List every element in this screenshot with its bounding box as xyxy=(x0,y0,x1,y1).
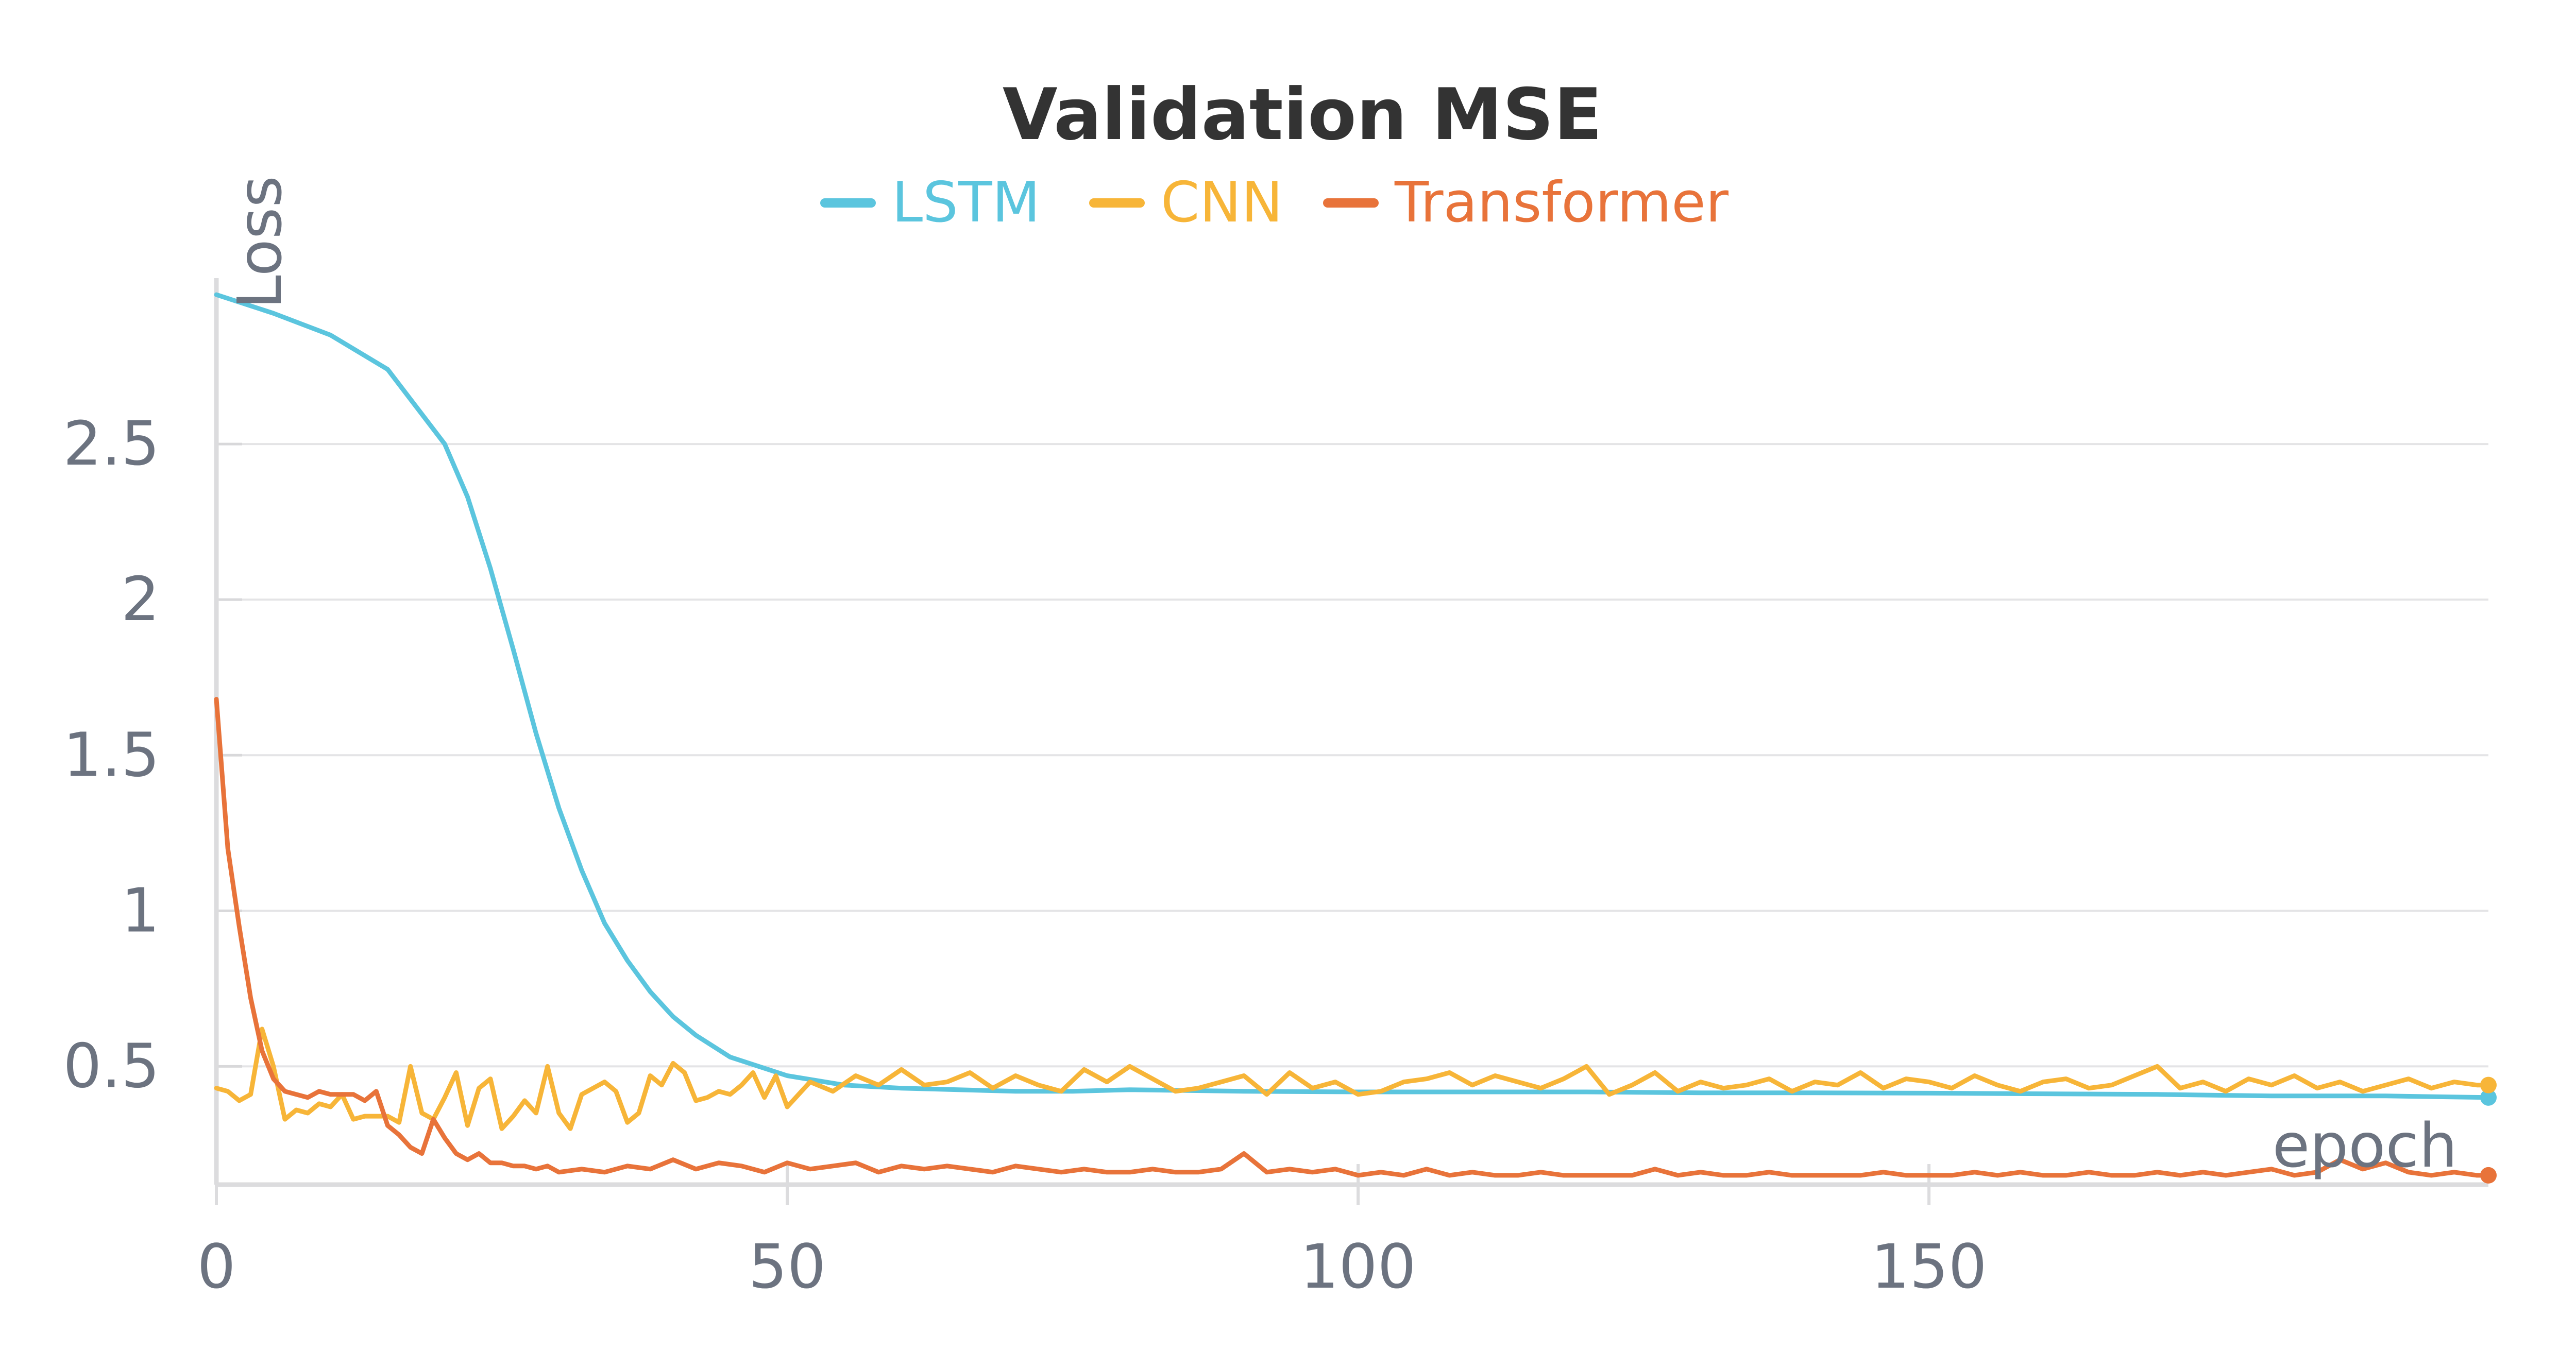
legend: LSTM CNN Transformer xyxy=(820,170,1729,235)
chart-title: Validation MSE xyxy=(1003,73,1602,156)
series-end-point-lstm xyxy=(2480,1089,2497,1106)
y-tick-label-2: 1.5 xyxy=(63,719,160,790)
series-line-cnn xyxy=(214,1027,2491,1131)
series-line-transformer xyxy=(214,697,2491,1178)
y-axis-label: Loss xyxy=(224,176,295,309)
x-tick-label-1: 50 xyxy=(749,1231,826,1302)
series-end-point-transformer xyxy=(2480,1167,2497,1184)
x-tick-label-0: 0 xyxy=(197,1231,235,1302)
series-end-point-cnn xyxy=(2480,1076,2497,1093)
axes xyxy=(214,278,2488,1205)
x-tick-label-2: 100 xyxy=(1300,1231,1416,1302)
legend-label-lstm: LSTM xyxy=(892,170,1040,235)
x-axis-label: epoch xyxy=(2273,1110,2458,1181)
legend-label-cnn: CNN xyxy=(1161,170,1283,235)
x-tick-label-3: 150 xyxy=(1871,1231,1987,1302)
gridlines xyxy=(216,442,2488,1068)
series-line-lstm xyxy=(214,292,2491,1100)
y-tick-label-0: 0.5 xyxy=(63,1030,160,1101)
y-tick-label-4: 2.5 xyxy=(63,408,160,479)
legend-label-transformer: Transformer xyxy=(1394,170,1729,235)
x-tick-labels: 0 50 100 150 xyxy=(197,1231,1987,1302)
y-tick-label-1: 1 xyxy=(121,875,160,946)
series-lines xyxy=(214,292,2497,1184)
y-tick-labels: 0.5 1 1.5 2 2.5 xyxy=(63,408,160,1101)
y-tick-label-3: 2 xyxy=(121,563,160,635)
